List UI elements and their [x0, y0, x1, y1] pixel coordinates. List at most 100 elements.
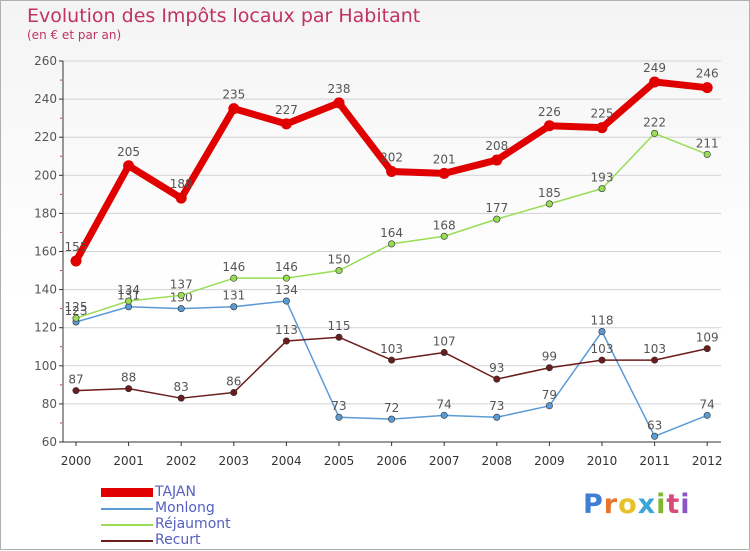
data-label-réjaumont: 146 — [275, 260, 298, 274]
data-point-monlong — [335, 413, 343, 421]
data-label-tajan: 225 — [591, 107, 614, 121]
x-tick-label: 2011 — [639, 454, 670, 468]
legend-label: Réjaumont — [155, 516, 231, 532]
y-tick-label: 180 — [34, 206, 57, 220]
data-point-tajan — [386, 165, 398, 177]
data-point-monlong — [177, 305, 185, 313]
data-point-recurt — [703, 345, 711, 353]
proxiti-logo: Proxiti — [583, 489, 691, 520]
data-label-monlong: 73 — [489, 399, 504, 413]
x-tick-label: 2005 — [324, 454, 355, 468]
data-label-recurt: 86 — [226, 374, 241, 388]
data-point-réjaumont — [72, 314, 80, 322]
data-label-tajan: 202 — [380, 150, 403, 164]
x-tick-label: 2007 — [429, 454, 460, 468]
data-point-monlong — [282, 297, 290, 305]
logo-letter: t — [666, 489, 681, 520]
data-label-monlong: 123 — [65, 304, 88, 318]
data-label-recurt: 93 — [489, 361, 504, 375]
legend-swatch — [101, 488, 153, 497]
data-point-réjaumont — [651, 129, 659, 137]
legend-swatch — [101, 508, 153, 510]
data-label-monlong: 73 — [331, 399, 346, 413]
data-point-recurt — [651, 356, 659, 364]
data-label-recurt: 83 — [174, 380, 189, 394]
data-point-tajan — [70, 255, 82, 267]
data-point-réjaumont — [545, 200, 553, 208]
y-tick-label: 220 — [34, 130, 57, 144]
data-point-tajan — [228, 103, 240, 115]
data-point-réjaumont — [335, 267, 343, 275]
y-tick-label: 200 — [34, 168, 57, 182]
x-tick-label: 2010 — [587, 454, 618, 468]
data-label-tajan: 249 — [643, 61, 666, 75]
data-point-monlong — [651, 432, 659, 440]
logo-letter: i — [680, 489, 691, 520]
x-tick-label: 2006 — [376, 454, 407, 468]
data-label-réjaumont: 164 — [380, 226, 403, 240]
data-label-réjaumont: 168 — [433, 218, 456, 232]
data-point-recurt — [545, 364, 553, 372]
data-point-réjaumont — [388, 240, 396, 248]
data-label-recurt: 115 — [328, 319, 351, 333]
data-point-monlong — [598, 328, 606, 336]
x-tick-label: 2004 — [271, 454, 302, 468]
data-point-monlong — [493, 413, 501, 421]
data-point-réjaumont — [493, 215, 501, 223]
data-label-tajan: 208 — [485, 139, 508, 153]
y-tick-label: 140 — [34, 283, 57, 297]
data-label-tajan: 238 — [328, 82, 351, 96]
y-tick-label: 80 — [42, 397, 57, 411]
data-label-réjaumont: 125 — [65, 300, 88, 314]
legend-swatch — [101, 524, 153, 526]
data-point-tajan — [280, 118, 292, 130]
data-label-tajan: 226 — [538, 105, 561, 119]
legend-swatch — [101, 540, 153, 542]
data-point-recurt — [72, 387, 80, 395]
data-point-monlong — [440, 411, 448, 419]
data-label-réjaumont: 222 — [643, 115, 666, 129]
data-label-monlong: 79 — [542, 388, 557, 402]
logo-letter: x — [637, 489, 657, 520]
x-tick-label: 2001 — [113, 454, 144, 468]
x-tick-label: 2012 — [692, 454, 723, 468]
data-label-recurt: 103 — [380, 342, 403, 356]
data-label-tajan: 235 — [222, 88, 245, 102]
x-tick-label: 2002 — [166, 454, 197, 468]
data-point-tajan — [596, 122, 608, 134]
data-point-réjaumont — [230, 274, 238, 282]
data-label-tajan: 188 — [170, 177, 193, 191]
data-label-réjaumont: 211 — [696, 136, 719, 150]
data-label-monlong: 131 — [222, 289, 245, 303]
data-label-réjaumont: 137 — [170, 277, 193, 291]
data-point-tajan — [333, 97, 345, 109]
data-point-tajan — [649, 76, 661, 88]
y-tick-label: 240 — [34, 92, 57, 106]
data-label-recurt: 109 — [696, 331, 719, 345]
chart-subtitle: (en € et par an) — [27, 28, 122, 42]
data-label-réjaumont: 150 — [328, 253, 351, 267]
x-tick-label: 2009 — [534, 454, 565, 468]
data-label-monlong: 74 — [700, 397, 715, 411]
data-point-tajan — [701, 82, 713, 94]
data-label-recurt: 88 — [121, 371, 136, 385]
y-tick-label: 60 — [42, 435, 57, 449]
data-point-recurt — [440, 348, 448, 356]
data-point-réjaumont — [125, 297, 133, 305]
legend-label: TAJAN — [155, 484, 196, 500]
data-point-recurt — [282, 337, 290, 345]
data-point-recurt — [230, 388, 238, 396]
data-label-tajan: 201 — [433, 152, 456, 166]
data-label-réjaumont: 193 — [591, 171, 614, 185]
data-point-recurt — [335, 333, 343, 341]
data-label-recurt: 87 — [68, 373, 83, 387]
logo-letter: r — [603, 489, 619, 520]
data-label-monlong: 134 — [275, 283, 298, 297]
y-tick-label: 120 — [34, 321, 57, 335]
data-label-réjaumont: 177 — [485, 201, 508, 215]
data-point-recurt — [493, 375, 501, 383]
x-tick-label: 2008 — [482, 454, 513, 468]
data-point-tajan — [438, 167, 450, 179]
